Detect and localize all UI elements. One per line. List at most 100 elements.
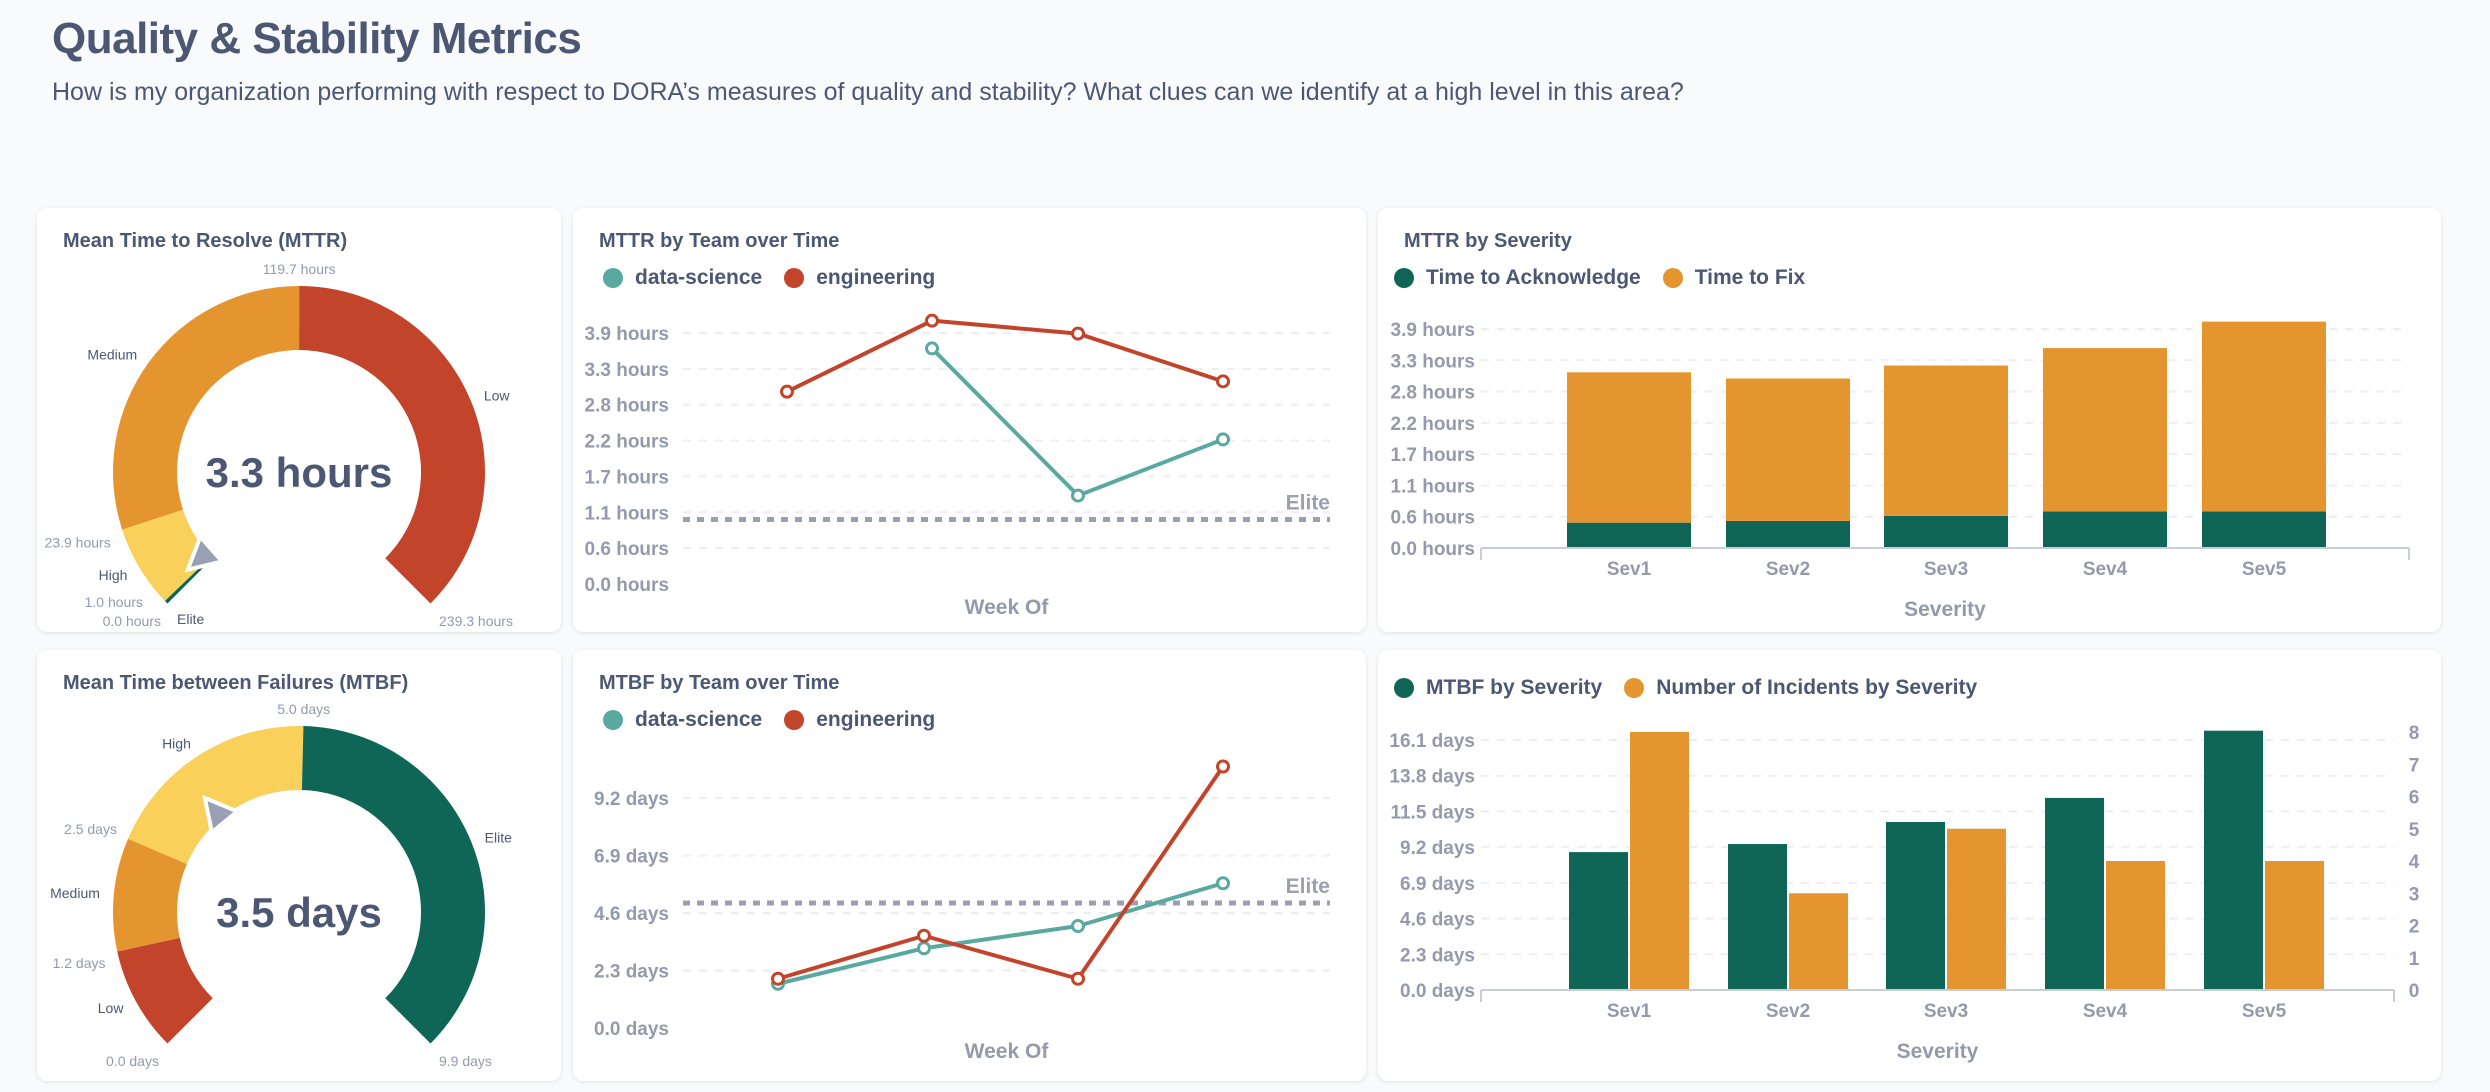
y2-tick-label: 7	[2409, 755, 2420, 776]
bar-Sev5-Time to Fix	[2202, 321, 2326, 512]
legend-item[interactable]: Time to Fix	[1662, 266, 1805, 290]
x-tick-label: Sev3	[1924, 1001, 1968, 1022]
data-point	[1071, 326, 1085, 341]
y-tick-label: 9.2 days	[1400, 838, 1475, 859]
mttr-by-severity-card[interactable]: MTTR by Severity Time to Acknowledge Tim…	[1378, 208, 2441, 632]
card-title[interactable]: MTTR by Severity	[1404, 230, 1572, 252]
gauge-segment-low	[117, 937, 213, 1044]
y-tick-label: 6.9 days	[594, 847, 669, 868]
bar-Sev1-MTBF by Severity	[1569, 852, 1628, 990]
gauge-boundary-label: 0.0 hours	[103, 613, 161, 629]
card-title[interactable]: Mean Time to Resolve (MTTR)	[63, 230, 348, 252]
legend-label: data-science	[635, 266, 763, 289]
x-axis-label: Severity	[1904, 598, 1986, 621]
series-line-engineering	[786, 318, 1224, 394]
legend-item[interactable]: engineering	[784, 266, 935, 290]
card-title[interactable]: MTBF by Team over Time	[599, 672, 840, 694]
y-tick-label: 13.8 days	[1389, 767, 1475, 788]
y-tick-label: 16.1 days	[1389, 731, 1475, 752]
legend-item[interactable]: Number of Incidents by Severity	[1624, 676, 1977, 700]
bar-Sev4-MTBF by Severity	[2045, 797, 2104, 990]
gauge-segment-high	[122, 509, 212, 601]
legend-dot-icon	[784, 710, 805, 730]
gauge-boundary-label: 239.3 hours	[439, 613, 513, 629]
y-tick-label: 2.2 hours	[1391, 414, 1475, 435]
mttr-gauge-card[interactable]: Mean Time to Resolve (MTTR) Elite High Med…	[37, 208, 561, 632]
y-tick-label: 1.7 hours	[1391, 445, 1475, 466]
x-tick-label: Sev5	[2242, 559, 2287, 580]
data-point	[1216, 374, 1230, 389]
y-tick-label: 9.2 days	[594, 789, 669, 810]
gauge-boundary-label: 0.0 days	[106, 1053, 159, 1069]
gauge-boundary-label: 2.5 days	[64, 821, 117, 837]
gauge-boundary-label: 1.2 days	[53, 955, 106, 971]
y-tick-label: 0.0 hours	[585, 575, 669, 596]
legend-item[interactable]: engineering	[784, 708, 935, 732]
y-tick-label: 0.0 days	[594, 1019, 669, 1040]
x-axis-label: Week Of	[965, 1040, 1050, 1063]
legend: Time to Acknowledge Time to Fix	[1394, 266, 1805, 290]
page-title: Quality & Stability Metrics	[52, 14, 582, 63]
gauge-segment-label: Low	[98, 1000, 125, 1016]
x-tick-label: Sev2	[1766, 559, 1810, 580]
legend-item[interactable]: data-science	[603, 266, 762, 290]
gauge-segment-label: Medium	[87, 346, 137, 362]
gauge-segment-label: Medium	[50, 885, 100, 901]
x-tick-label: Sev4	[2083, 559, 2128, 580]
data-point	[1071, 971, 1085, 986]
card-title[interactable]: Mean Time between Failures (MTBF)	[63, 672, 409, 694]
legend-dot-icon	[1394, 268, 1414, 288]
x-tick-label: Sev1	[1607, 1001, 1652, 1022]
x-tick-label: Sev1	[1607, 559, 1652, 580]
data-point	[771, 971, 785, 986]
legend-item[interactable]: data-science	[603, 708, 762, 732]
legend: data-science engineering	[603, 708, 935, 732]
y-tick-label: 1.7 hours	[585, 467, 669, 488]
legend-item[interactable]: MTBF by Severity	[1394, 676, 1602, 700]
legend-label: data-science	[635, 708, 763, 731]
y-tick-label: 2.8 hours	[585, 396, 669, 417]
gauge-boundary-label: 1.0 hours	[85, 594, 143, 610]
y-tick-label: 11.5 days	[1390, 802, 1475, 823]
y-tick-label: 3.9 hours	[1391, 320, 1475, 341]
bar-Sev1-Number of Incidents by Severity	[1630, 732, 1689, 990]
legend-label: engineering	[816, 708, 936, 731]
bar-Sev1-Time to Fix	[1567, 372, 1691, 523]
gauge-segment-label: High	[162, 736, 191, 752]
gauge-segment-label: High	[99, 567, 128, 583]
gauge-needle-icon	[202, 794, 242, 837]
y-tick-label: 4.6 days	[1400, 910, 1475, 931]
gauge-segment-label: Elite	[177, 611, 204, 627]
y-tick-label: 4.6 days	[594, 904, 669, 925]
bar-Sev3-Time to Acknowledge	[1884, 515, 2008, 548]
x-axis-label: Severity	[1897, 1040, 1979, 1063]
mttr-gauge: Elite High Medium Low 0.0 hours 1.0 hours 23.9…	[45, 261, 513, 629]
mtbf-by-team-card[interactable]: MTBF by Team over Time data-science engi…	[573, 650, 1366, 1081]
y-tick-label: 3.3 hours	[1391, 351, 1475, 372]
mtbf-gauge-card[interactable]: Mean Time between Failures (MTBF) Low Med…	[37, 650, 561, 1081]
y-tick-label: 0.6 hours	[1391, 508, 1475, 529]
bar-Sev4-Time to Acknowledge	[2043, 511, 2167, 548]
y-tick-label: 2.8 hours	[1391, 383, 1475, 404]
legend-dot-icon	[1394, 678, 1414, 698]
y-tick-label: 6.9 days	[1400, 874, 1475, 895]
bar-Sev4-Number of Incidents by Severity	[2106, 861, 2165, 990]
legend-item[interactable]: Time to Acknowledge	[1394, 266, 1641, 290]
page-subtitle: How is my organization performing with r…	[52, 78, 1684, 106]
mttr-by-severity-bar-chart: 0.0 hours 0.6 hours 1.1 hours 1.7 hours 2.2 …	[1391, 320, 2410, 621]
data-point	[917, 941, 931, 956]
bar-Sev1-Time to Acknowledge	[1567, 522, 1691, 548]
y2-tick-label: 5	[2409, 820, 2420, 841]
data-point	[1216, 759, 1230, 774]
mttr-by-team-card[interactable]: MTTR by Team over Time data-science engi…	[573, 208, 1366, 632]
gauge-value: 3.5 days	[216, 889, 382, 936]
card-title[interactable]: MTTR by Team over Time	[599, 230, 840, 252]
gauge-segment-elite	[301, 726, 485, 1044]
y-tick-label: 0.0 days	[1400, 981, 1475, 1002]
gauge-boundary-label: 23.9 hours	[45, 534, 111, 550]
legend-label: Number of Incidents by Severity	[1656, 676, 1978, 699]
mtbf-by-severity-card[interactable]: MTBF by Severity Number of Incidents by …	[1378, 650, 2441, 1081]
x-tick-label: Sev4	[2083, 1001, 2128, 1022]
gauge-segment-medium	[113, 286, 300, 530]
legend-label: Time to Acknowledge	[1426, 266, 1641, 289]
